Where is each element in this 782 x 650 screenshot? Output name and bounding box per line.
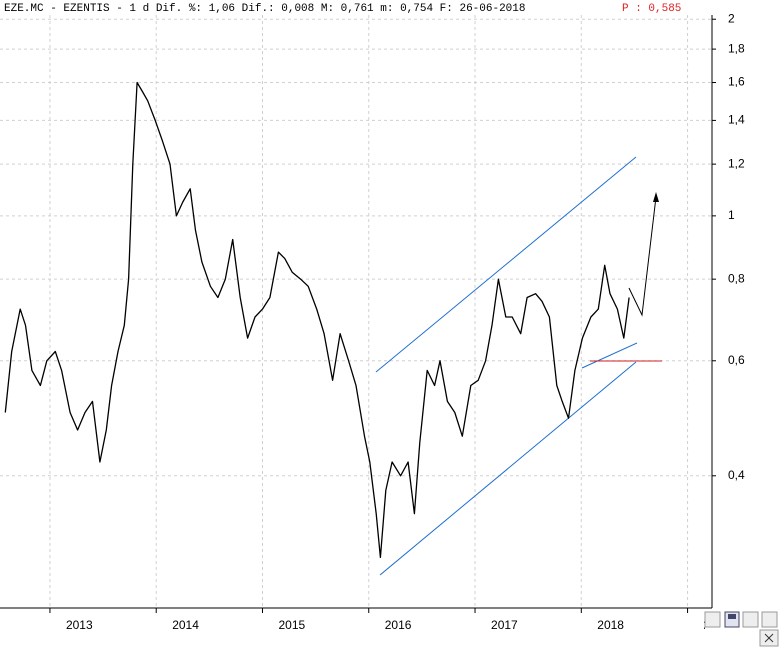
y-tick-label: 2 xyxy=(728,11,735,25)
last-price: P : 0,585 xyxy=(622,3,681,15)
x-tick-label: 2016 xyxy=(385,618,412,632)
pin-icon[interactable] xyxy=(742,611,759,628)
projection-arrow xyxy=(628,196,657,317)
grid-layer xyxy=(0,15,712,608)
channel-lower xyxy=(379,361,637,576)
x-tick-label: 2015 xyxy=(278,618,305,632)
close-cross xyxy=(764,633,774,643)
x-tick-label: 2014 xyxy=(172,618,199,632)
y-tick-label: 1,4 xyxy=(728,113,745,127)
save-icon-part xyxy=(728,614,736,619)
x-tick-label: 2018 xyxy=(597,618,624,632)
y-tick-label: 0,6 xyxy=(728,353,745,367)
x-tick-label: 2019 xyxy=(704,618,731,632)
y-tick-label: 1,6 xyxy=(728,75,745,89)
y-tick-label: 0,8 xyxy=(728,271,745,285)
data-layer xyxy=(4,81,630,559)
y-tick-label: 0,4 xyxy=(728,468,745,482)
y-tick-label: 1 xyxy=(728,208,735,222)
price-line xyxy=(4,81,630,559)
y-tick-label: 1,8 xyxy=(728,41,745,55)
x-tick-label: 2013 xyxy=(66,618,93,632)
pin-icon[interactable] xyxy=(761,611,778,628)
y-tick-label: 1,2 xyxy=(728,156,745,170)
support-line xyxy=(581,342,638,369)
chart-title: EZE.MC - EZENTIS - 1 d Dif. %: 1,06 Dif.… xyxy=(4,3,526,15)
x-tick-label: 2017 xyxy=(491,618,518,632)
toolbar[interactable] xyxy=(704,611,779,647)
arrow-head xyxy=(653,192,659,202)
channel-upper xyxy=(375,156,637,373)
tool-icon[interactable] xyxy=(704,611,721,628)
